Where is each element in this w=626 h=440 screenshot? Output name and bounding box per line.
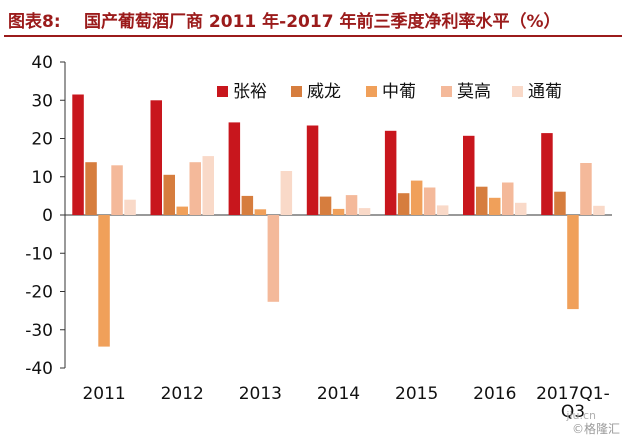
legend-swatch-中葡	[366, 86, 377, 97]
bar-张裕-2012	[150, 100, 162, 216]
y-tick-label: 30	[31, 91, 53, 111]
chart-title: 国产葡萄酒厂商 2011 年-2017 年前三季度净利率水平（%）	[84, 12, 561, 32]
legend-label-莫高: 莫高	[457, 82, 491, 102]
bar-中葡-2011	[98, 215, 110, 347]
x-tick-label: 2012	[161, 384, 204, 404]
bar-张裕-2013	[228, 122, 241, 215]
y-tick-label: -30	[25, 321, 53, 341]
bar-通葡-2014	[358, 208, 371, 215]
x-tick-label: 2017Q1-	[536, 384, 610, 404]
bar-通葡-2015	[436, 205, 449, 215]
x-tick-label: 2016	[473, 384, 516, 404]
bar-通葡-2013	[280, 171, 293, 215]
y-tick-label: -10	[25, 244, 53, 264]
x-tick-label: 2013	[239, 384, 282, 404]
title-bar: 图表8: 国产葡萄酒厂商 2011 年-2017 年前三季度净利率水平（%）	[0, 0, 626, 38]
title-underline	[4, 35, 622, 37]
bar-通葡-2011	[124, 199, 136, 215]
y-tick-label: 40	[31, 53, 53, 73]
legend-label-张裕: 张裕	[233, 82, 267, 102]
bar-张裕-2011	[72, 94, 84, 215]
bar-通葡-2017Q1-Q3	[593, 205, 605, 215]
y-tick-label: 10	[31, 168, 53, 188]
bar-威龙-2014	[319, 196, 332, 215]
y-tick-label: -40	[25, 359, 53, 379]
bar-威龙-2016	[476, 186, 488, 215]
figure-label: 图表8:	[8, 12, 61, 32]
bar-威龙-2013	[241, 195, 254, 215]
bar-莫高-2013	[267, 215, 280, 302]
bar-威龙-2011	[85, 162, 97, 215]
bar-莫高-2015	[423, 187, 436, 215]
y-tick-label: 20	[31, 130, 53, 150]
x-tick-label: 2011	[82, 384, 125, 404]
watermark-site: jiu.cn	[566, 409, 596, 422]
legend-swatch-威龙	[291, 86, 302, 97]
x-tick-label: Q3	[561, 402, 585, 422]
y-tick-label: 0	[42, 206, 53, 226]
watermark-source: ©格隆汇	[571, 422, 620, 436]
bar-张裕-2014	[306, 125, 319, 215]
y-tick-label: -20	[25, 283, 53, 303]
bar-通葡-2016	[515, 202, 527, 215]
legend-swatch-张裕	[217, 86, 228, 97]
legend-label-威龙: 威龙	[307, 82, 341, 102]
bar-中葡-2016	[489, 197, 501, 215]
bar-威龙-2012	[163, 174, 175, 215]
bar-中葡-2015	[410, 180, 423, 215]
legend-swatch-通葡	[512, 86, 523, 97]
bar-莫高-2014	[345, 195, 358, 215]
bar-张裕-2015	[384, 130, 397, 215]
bar-莫高-2011	[111, 165, 123, 215]
x-tick-label: 2014	[317, 384, 360, 404]
bar-中葡-2013	[254, 209, 267, 215]
bar-莫高-2012	[189, 162, 201, 215]
bar-张裕-2017Q1-Q3	[541, 133, 553, 215]
x-tick-label: 2015	[395, 384, 438, 404]
legend-label-通葡: 通葡	[528, 82, 562, 102]
legend-label-中葡: 中葡	[382, 82, 416, 102]
bar-莫高-2017Q1-Q3	[580, 163, 592, 215]
bar-莫高-2016	[502, 182, 514, 215]
bar-张裕-2016	[463, 135, 475, 215]
bar-中葡-2012	[176, 206, 188, 215]
bar-威龙-2015	[397, 193, 410, 215]
bar-通葡-2012	[202, 156, 214, 215]
legend-swatch-莫高	[441, 86, 452, 97]
bar-威龙-2017Q1-Q3	[554, 191, 566, 215]
bar-中葡-2017Q1-Q3	[567, 215, 579, 310]
bar-中葡-2014	[332, 208, 345, 215]
